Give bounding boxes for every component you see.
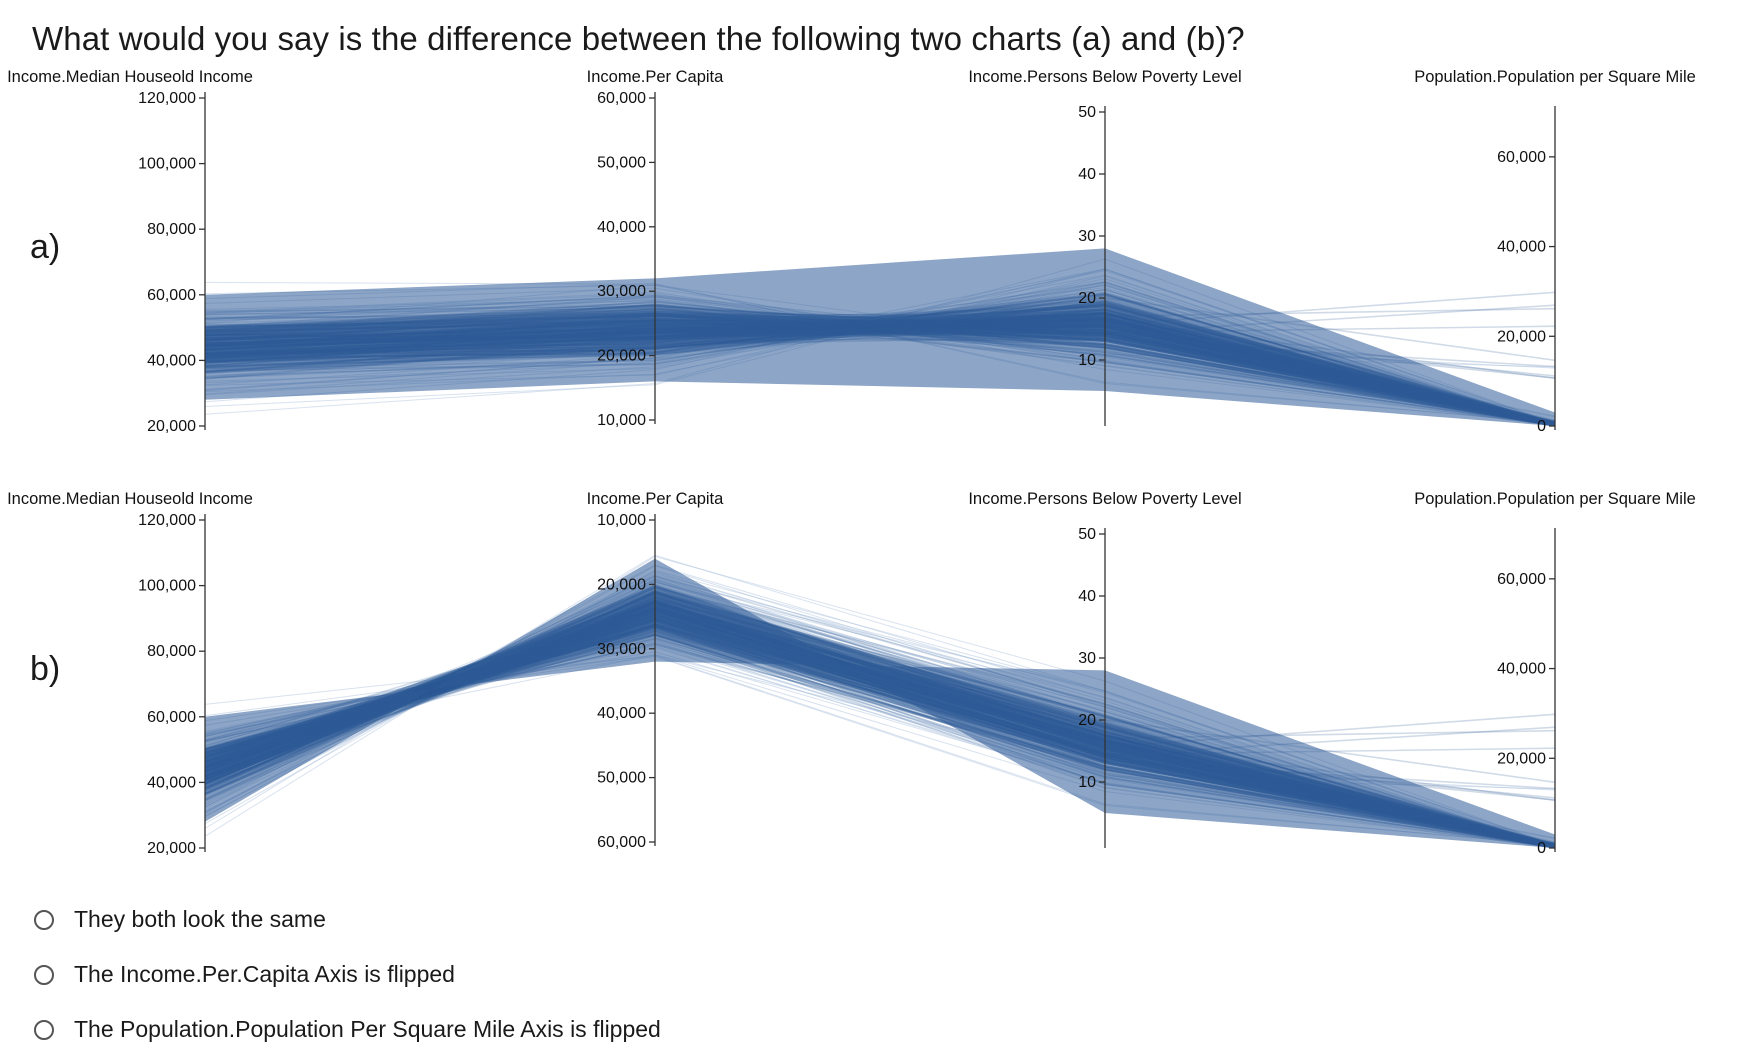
axis-title: Income.Per Capita [587,490,724,508]
tick-label: 20,000 [147,418,196,435]
axis-title: Income.Median Houseold Income [7,490,253,508]
tick-label: 30 [1078,228,1096,245]
tick-label: 50,000 [597,154,646,171]
question-title: What would you say is the difference bet… [32,20,1245,58]
tick-label: 30 [1078,650,1096,667]
axis-2: Income.Per Capita 10,000 20,000 30,000 40,00… [587,490,724,851]
tick-label: 120,000 [138,90,196,107]
tick-label: 50,000 [597,770,646,787]
tick-label: 20,000 [597,348,646,365]
tick-label: 80,000 [147,221,196,238]
parallel-coordinates-chart-a: Income.Median Houseold Income 120,000 100,… [0,60,1756,460]
tick-label: 20,000 [1497,328,1546,345]
tick-label: 10 [1078,352,1096,369]
tick-label: 50 [1078,526,1096,543]
tick-label: 120,000 [138,512,196,529]
tick-label: 40,000 [597,705,646,722]
tick-label: 100,000 [138,578,196,595]
tick-label: 80,000 [147,643,196,660]
axis-title: Income.Median Houseold Income [7,68,253,86]
tick-label: 60,000 [597,834,646,851]
option-label: The Population.Population Per Square Mil… [74,1016,661,1043]
tick-label: 10,000 [597,512,646,529]
option-label: The Income.Per.Capita Axis is flipped [74,961,455,988]
tick-label: 40,000 [147,352,196,369]
tick-label: 20,000 [1497,750,1546,767]
tick-label: 40,000 [1497,239,1546,256]
tick-label: 100,000 [138,156,196,173]
tick-label: 20 [1078,290,1096,307]
axis-title: Income.Per Capita [587,68,724,86]
tick-label: 0 [1537,840,1546,857]
tick-label: 10 [1078,774,1096,791]
radio-button[interactable] [34,910,54,930]
tick-label: 30,000 [597,283,646,300]
tick-label: 40 [1078,588,1096,605]
tick-label: 40,000 [147,774,196,791]
option-population-flipped[interactable]: The Population.Population Per Square Mil… [32,1002,661,1057]
radio-button[interactable] [34,965,54,985]
tick-label: 10,000 [597,412,646,429]
option-same[interactable]: They both look the same [32,892,661,947]
axis-title: Population.Population per Square Mile [1414,68,1696,86]
axis-title: Income.Persons Below Poverty Level [968,68,1241,86]
tick-label: 0 [1537,418,1546,435]
dense-band [205,248,1555,426]
tick-label: 60,000 [1497,149,1546,166]
tick-label: 60,000 [597,90,646,107]
axis-title: Income.Persons Below Poverty Level [968,490,1241,508]
tick-label: 60,000 [1497,571,1546,588]
tick-label: 50 [1078,104,1096,121]
tick-label: 60,000 [147,709,196,726]
axis-title: Population.Population per Square Mile [1414,490,1696,508]
tick-label: 60,000 [147,287,196,304]
tick-label: 40 [1078,166,1096,183]
parallel-coordinates-chart-b: Income.Median Houseold Income 120,000 100,… [0,482,1756,882]
tick-label: 40,000 [1497,661,1546,678]
tick-label: 20,000 [597,576,646,593]
answer-options: They both look the same The Income.Per.C… [32,892,661,1057]
tick-label: 20,000 [147,840,196,857]
radio-button[interactable] [34,1020,54,1040]
tick-label: 40,000 [597,219,646,236]
option-label: They both look the same [74,906,326,933]
option-per-capita-flipped[interactable]: The Income.Per.Capita Axis is flipped [32,947,661,1002]
tick-label: 30,000 [597,641,646,658]
tick-label: 20 [1078,712,1096,729]
